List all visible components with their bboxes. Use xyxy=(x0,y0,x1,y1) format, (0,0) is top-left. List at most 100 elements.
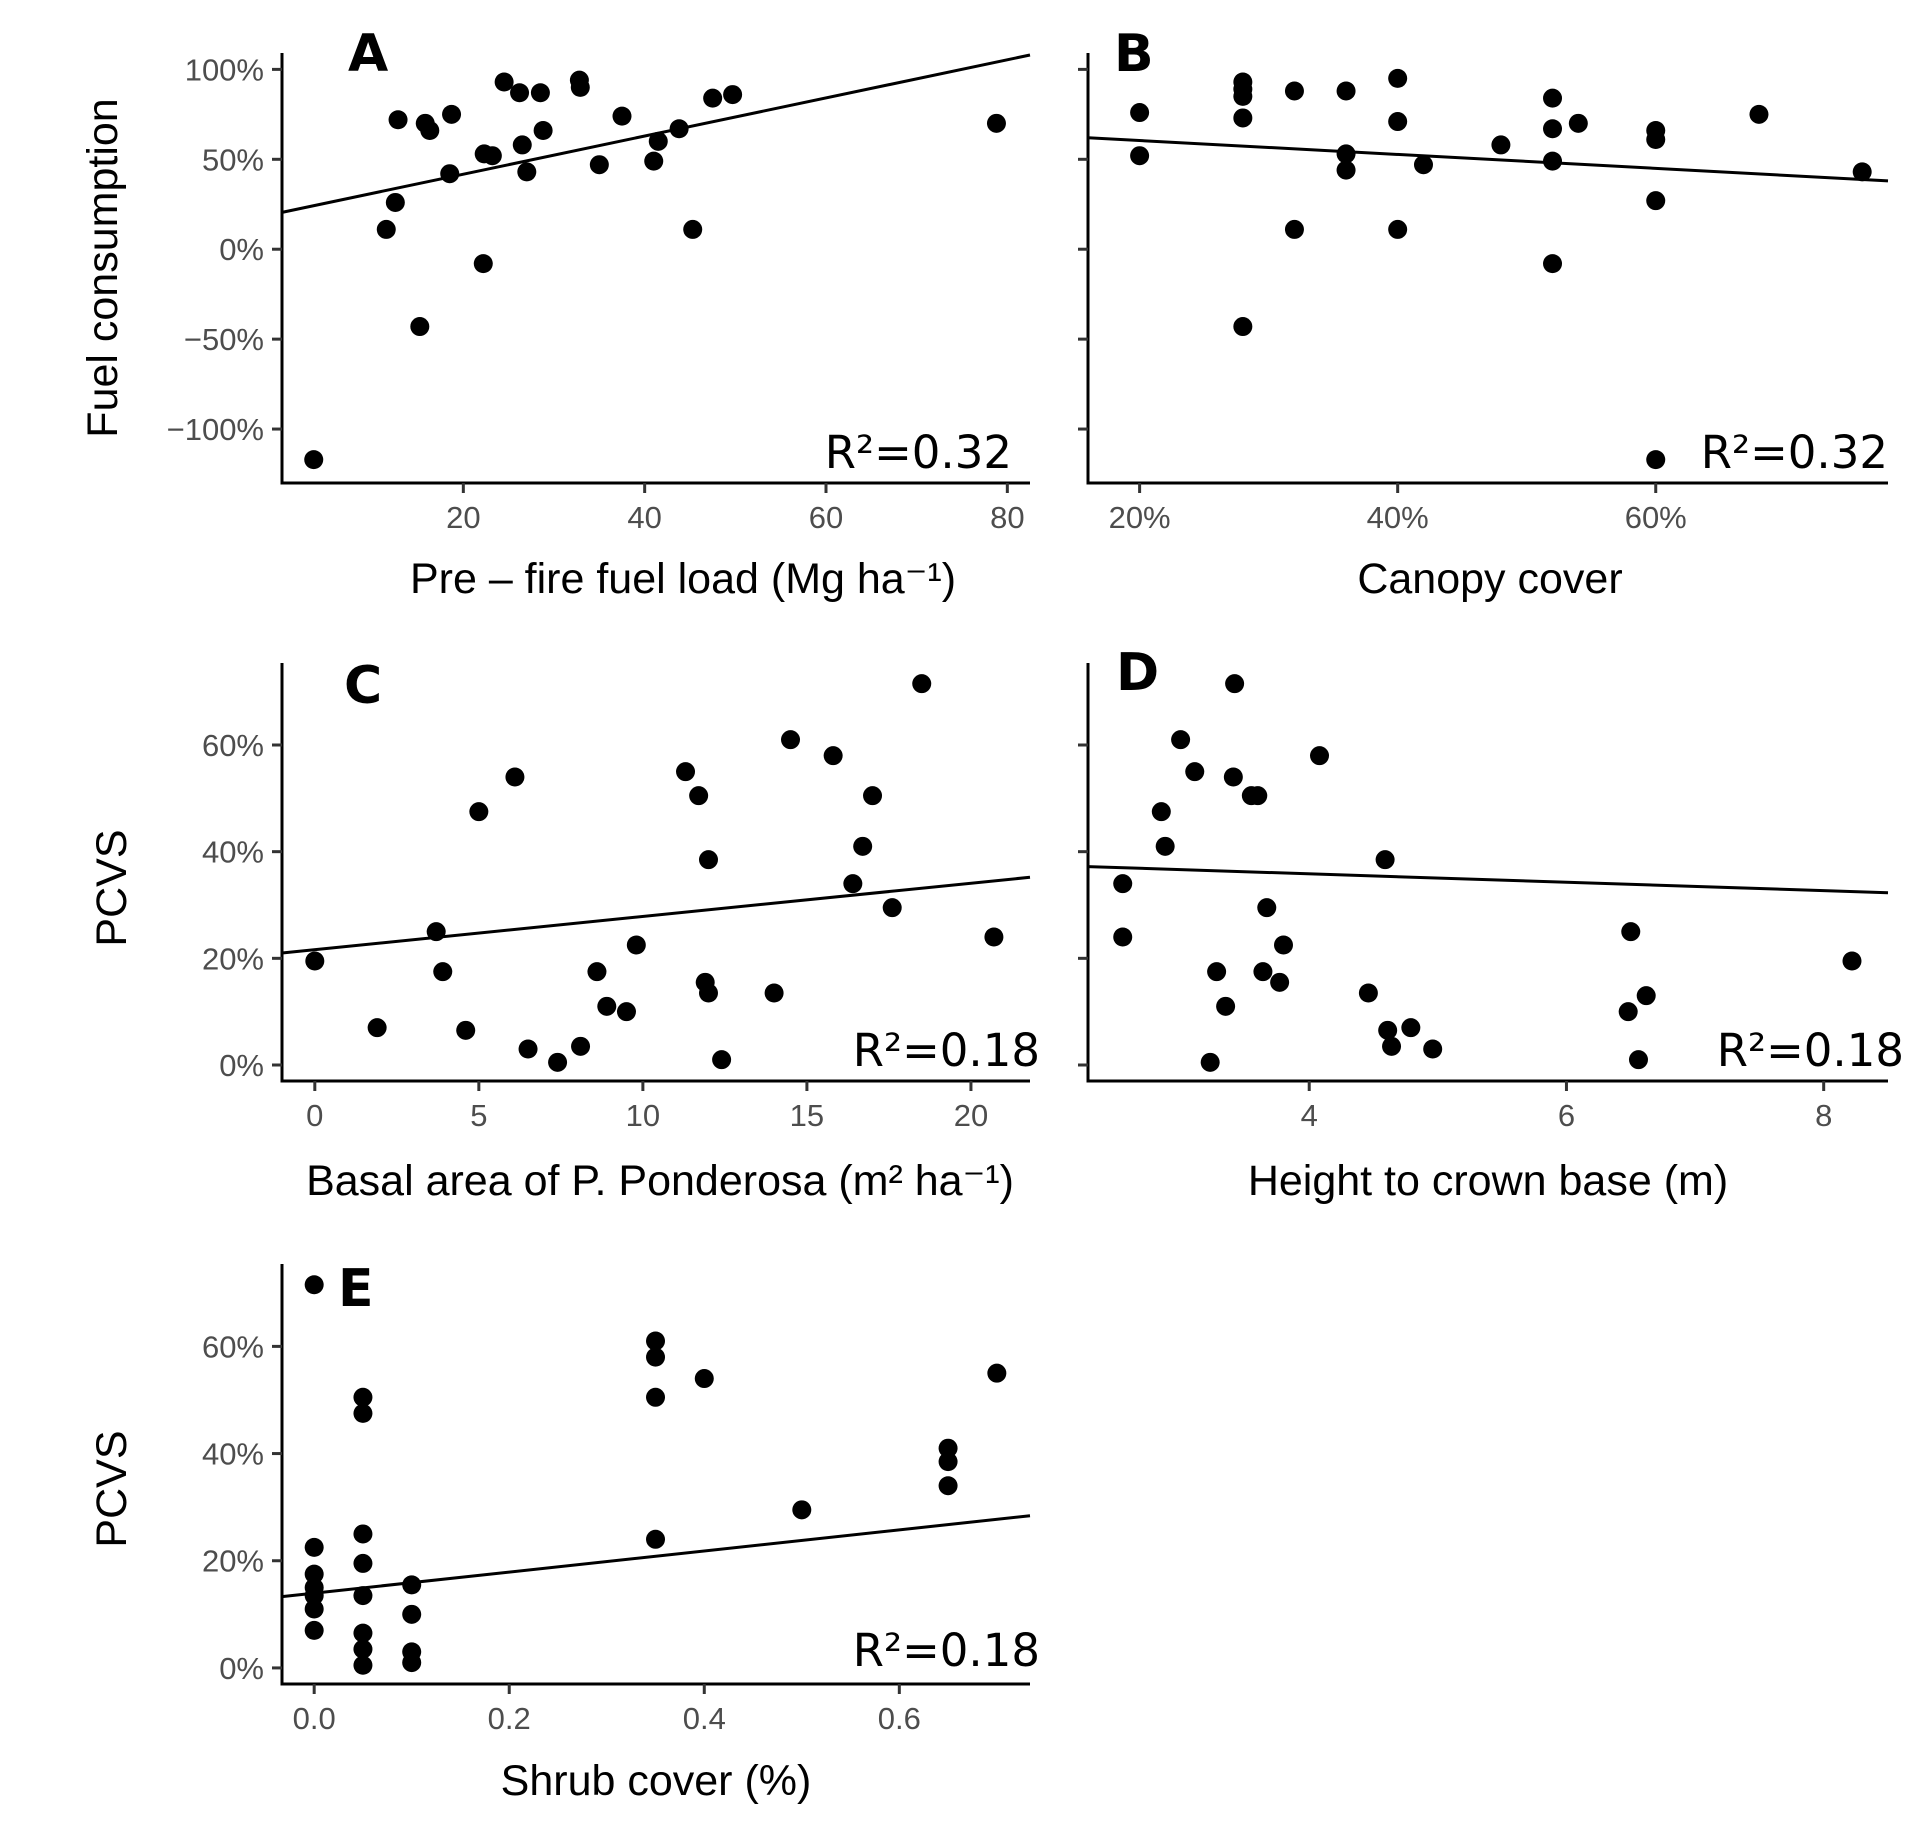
y-tick-label-a: −100% xyxy=(167,412,264,447)
data-point-e xyxy=(353,1524,373,1544)
data-point-d xyxy=(1248,786,1268,806)
y-axis-title-c: PCVS xyxy=(88,829,136,946)
x-axis-title-a: Pre – fire fuel load (Mg ha⁻¹) xyxy=(410,555,956,603)
data-point-a xyxy=(644,151,664,171)
data-point-d xyxy=(1200,1052,1220,1072)
data-point-d xyxy=(1257,898,1277,918)
data-point-e xyxy=(646,1347,666,1367)
data-point-d xyxy=(1155,836,1175,856)
data-point-d xyxy=(1270,972,1290,992)
r2-label-c: R²=0.18 xyxy=(853,1024,1040,1077)
panel-label-b: B xyxy=(1114,24,1154,84)
data-point-c xyxy=(367,1018,387,1038)
data-point-d xyxy=(1207,962,1227,982)
data-point-c xyxy=(912,674,932,694)
data-point-d xyxy=(1358,983,1378,1003)
x-tick-label-a: 60 xyxy=(809,500,843,535)
data-point-a xyxy=(410,317,430,337)
data-point-d xyxy=(1842,951,1862,971)
data-point-e xyxy=(353,1403,373,1423)
data-point-e xyxy=(304,1599,324,1619)
data-point-a xyxy=(986,113,1006,133)
data-point-c xyxy=(587,962,607,982)
data-point-a xyxy=(723,85,743,105)
x-tick-label-a: 40 xyxy=(627,500,661,535)
data-point-c xyxy=(698,850,718,870)
regression-line-e xyxy=(281,1514,1031,1599)
data-point-e xyxy=(402,1604,422,1624)
data-point-a xyxy=(510,83,530,103)
r2-label-a: R²=0.32 xyxy=(825,426,1012,479)
data-point-e xyxy=(304,1564,324,1584)
data-point-a xyxy=(482,146,502,166)
data-point-d xyxy=(1216,996,1236,1016)
y-tick-label-a: 50% xyxy=(202,142,264,177)
x-tick-label-a: 20 xyxy=(446,500,480,535)
y-tick-label-a: 0% xyxy=(219,232,264,267)
data-point-a xyxy=(473,254,493,274)
data-point-b xyxy=(1233,108,1253,128)
y-tick-label-a: −50% xyxy=(184,322,264,357)
data-point-a xyxy=(304,450,324,470)
data-point-c xyxy=(469,802,489,822)
data-point-a xyxy=(648,131,668,151)
plot-area-a: 20 40 60 80 −100% −50% 0% 50% 100% xyxy=(167,52,1031,535)
data-point-e xyxy=(353,1586,373,1606)
data-point-e xyxy=(402,1575,422,1595)
data-point-d xyxy=(1628,1050,1648,1070)
data-point-c xyxy=(571,1036,591,1056)
data-point-b xyxy=(1646,130,1666,150)
data-point-b xyxy=(1646,191,1666,211)
data-point-d xyxy=(1618,1002,1638,1022)
panel-c: C R²=0.18 Basal area of P. Ponderosa (m²… xyxy=(88,656,1040,1205)
data-point-b xyxy=(1646,450,1666,470)
data-point-a xyxy=(530,83,550,103)
regression-line-d xyxy=(1087,865,1889,895)
data-point-e xyxy=(402,1653,422,1673)
data-point-a xyxy=(517,162,537,182)
data-point-c xyxy=(597,996,617,1016)
r2-label-e: R²=0.18 xyxy=(853,1624,1040,1677)
data-point-d xyxy=(1253,962,1273,982)
data-point-e xyxy=(353,1639,373,1659)
y-tick-label-c: 40% xyxy=(202,835,264,870)
r2-label-b: R²=0.32 xyxy=(1701,426,1888,479)
plot-area-c: 0 5 10 15 20 0% 20% 40% 60% xyxy=(202,663,1031,1133)
data-point-d xyxy=(1401,1018,1421,1038)
data-point-b xyxy=(1543,151,1563,171)
data-point-d xyxy=(1378,1020,1398,1040)
data-point-a xyxy=(512,135,532,155)
data-point-b xyxy=(1284,219,1304,239)
panel-label-c: C xyxy=(344,656,382,716)
x-tick-label-e: 0.2 xyxy=(488,1701,531,1736)
x-tick-label-e: 0.0 xyxy=(293,1701,336,1736)
x-tick-label-e: 0.4 xyxy=(683,1701,726,1736)
x-tick-label-c: 10 xyxy=(626,1098,660,1133)
x-tick-label-b: 40% xyxy=(1367,500,1429,535)
data-point-e xyxy=(353,1655,373,1675)
r2-label-d: R²=0.18 xyxy=(1717,1024,1904,1077)
x-tick-label-a: 80 xyxy=(990,500,1024,535)
data-point-b xyxy=(1336,81,1356,101)
data-point-c xyxy=(676,762,696,782)
data-point-e xyxy=(938,1438,958,1458)
x-axis-title-d: Height to crown base (m) xyxy=(1248,1157,1728,1205)
data-point-d xyxy=(1223,767,1243,787)
data-point-c xyxy=(712,1050,732,1070)
data-point-c xyxy=(518,1039,538,1059)
data-point-d xyxy=(1225,674,1245,694)
data-point-e xyxy=(938,1452,958,1472)
data-point-c xyxy=(882,898,902,918)
data-point-e xyxy=(646,1387,666,1407)
data-point-a xyxy=(570,77,590,97)
data-point-d xyxy=(1621,922,1641,942)
y-tick-label-c: 60% xyxy=(202,728,264,763)
plot-area-d: 4 6 8 xyxy=(1078,663,1889,1133)
data-point-e xyxy=(938,1476,958,1496)
data-point-c xyxy=(689,786,709,806)
data-point-a xyxy=(589,155,609,175)
data-point-e xyxy=(694,1369,714,1389)
data-point-c xyxy=(305,951,325,971)
x-tick-label-b: 60% xyxy=(1625,500,1687,535)
data-point-d xyxy=(1382,1036,1402,1056)
